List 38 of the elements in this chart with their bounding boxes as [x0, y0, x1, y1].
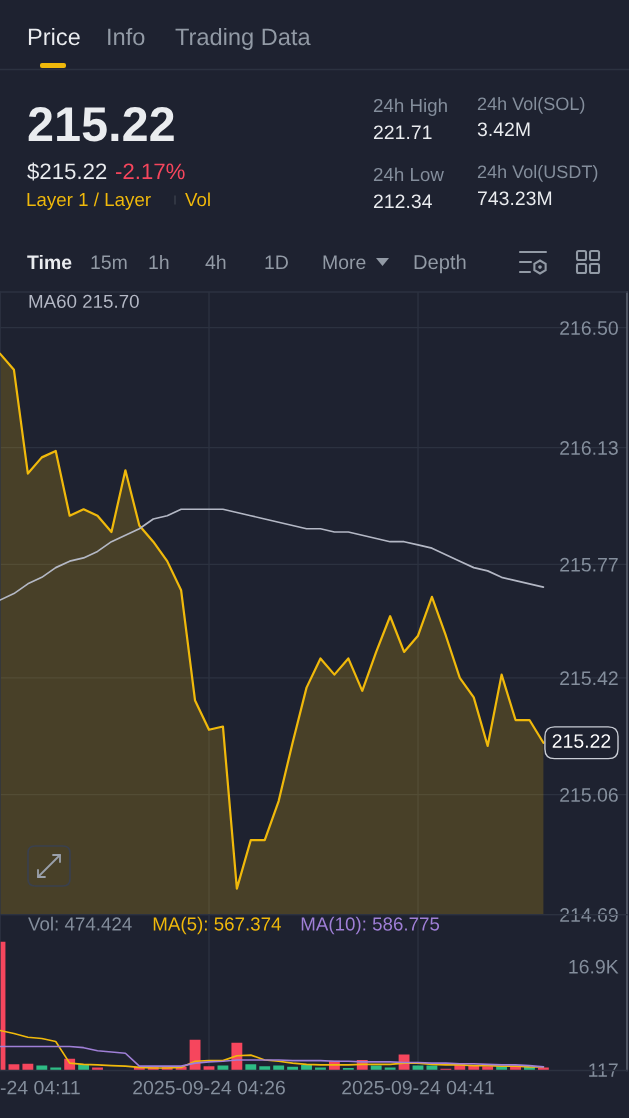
text: 4h [205, 254, 226, 269]
text: More [323, 255, 366, 270]
annotation: 215.22 [552, 734, 611, 748]
text: 15m [91, 255, 127, 270]
y-tick-label: 215.77 [560, 557, 618, 572]
x-tick-label: 2025-09-24 04:26 [133, 1080, 285, 1095]
text: Info [108, 27, 145, 46]
text: Trading Data [175, 27, 311, 50]
text: Time [27, 254, 72, 270]
y-tick-label: 216.13 [560, 441, 618, 455]
text: Depth [414, 254, 466, 274]
annotation: Vol: 474.424 [28, 916, 132, 931]
text: Layer 1 / Layer [27, 192, 151, 210]
x-tick-label: -24 04:11 [0, 1080, 80, 1095]
y-tick-label: 216.50 [560, 321, 618, 335]
text: 221.71 [373, 125, 432, 139]
text: MA60 215.70 [29, 294, 139, 309]
text: 212.34 [373, 194, 432, 209]
text: MA(5): 567.374 [153, 916, 281, 935]
text: 743.23M [478, 191, 552, 206]
text: MA(10): 586.775 [301, 916, 440, 935]
text: 3.42M [477, 122, 530, 137]
text: 215.22 [28, 107, 174, 142]
text: 24h High [373, 98, 447, 116]
text: 24h Vol(USDT) [477, 164, 598, 182]
y-tick-label: 215.42 [560, 671, 618, 686]
text: 1D [265, 255, 288, 269]
y-tick-label: 16.9K [569, 959, 619, 974]
text: 24h Vol(SOL) [477, 96, 585, 114]
text: $215.22 [27, 162, 107, 181]
text: 24h Low [373, 167, 444, 182]
text: Price [28, 27, 80, 46]
y-tick-label: 117 [589, 1063, 618, 1077]
x-tick-label: 2025-09-24 04:41 [342, 1080, 494, 1095]
y-tick-label: 215.06 [560, 788, 618, 802]
text: -2.17% [115, 163, 185, 180]
text: 1h [149, 254, 169, 269]
text: Vol [185, 192, 210, 207]
